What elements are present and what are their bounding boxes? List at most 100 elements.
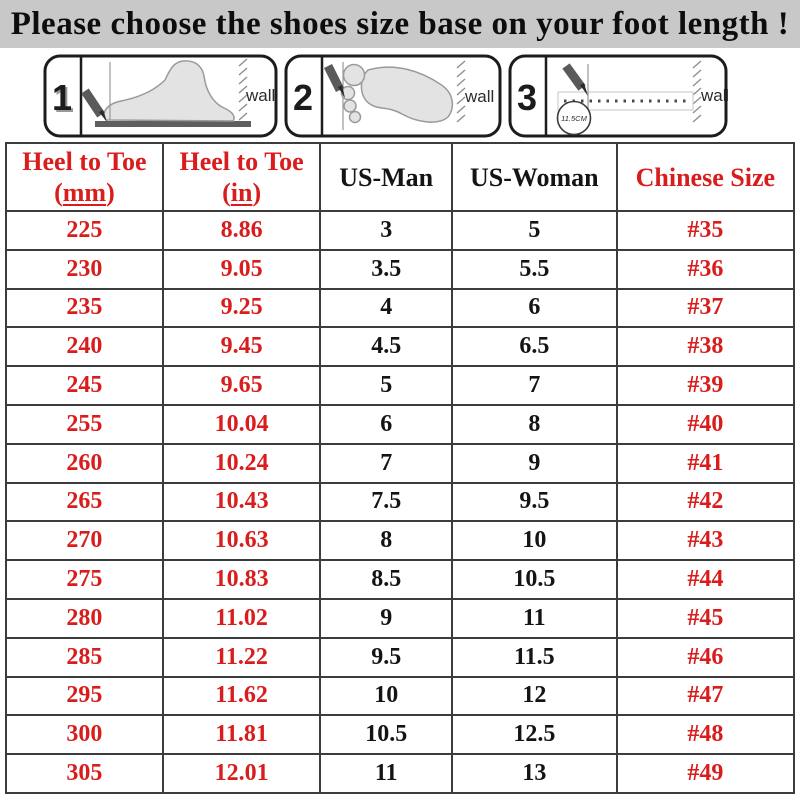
table-cell: 6.5 bbox=[450, 326, 618, 368]
table-cell: 9 bbox=[450, 442, 618, 484]
table-cell: #47 bbox=[615, 675, 796, 717]
table-cell: #38 bbox=[615, 326, 796, 368]
measuring-line-icon bbox=[557, 91, 694, 111]
table-cell: 9.05 bbox=[161, 248, 322, 290]
table-row: 265 10.43 7.5 9.5 #42 bbox=[5, 481, 796, 523]
table-row: 255 10.04 6 8 #40 bbox=[5, 403, 796, 445]
table-cell: #39 bbox=[615, 365, 796, 406]
measure-step-1-panel: 1 wall bbox=[43, 54, 278, 138]
table-cell: 9.5 bbox=[450, 481, 618, 523]
table-cell: 245 bbox=[5, 365, 164, 406]
table-cell: 7 bbox=[450, 365, 618, 406]
column-header-heel-toe-in: Heel to Toe (in) bbox=[161, 142, 322, 212]
header-line2-close: ) bbox=[252, 178, 262, 207]
table-cell: 3 bbox=[319, 210, 453, 251]
wall-label: wall bbox=[700, 86, 728, 105]
measurement-circle: 11.5CM bbox=[556, 100, 592, 136]
table-cell: 9.45 bbox=[161, 326, 322, 368]
table-row: 275 10.83 8.5 10.5 #44 bbox=[5, 559, 796, 600]
table-cell: 10.43 bbox=[161, 481, 322, 523]
step-number: 1 bbox=[52, 77, 72, 118]
table-cell: #37 bbox=[615, 287, 796, 329]
table-cell: 305 bbox=[5, 753, 164, 794]
table-row: 235 9.25 4 6 #37 bbox=[5, 287, 796, 329]
header-line2-close: ) bbox=[106, 178, 115, 207]
column-header-us-woman: US-Woman bbox=[450, 142, 618, 212]
table-cell: 8 bbox=[319, 520, 453, 562]
table-cell: 9 bbox=[319, 597, 453, 639]
measure-step-3-panel: 3 11.5CM wall bbox=[508, 54, 728, 138]
table-cell: 225 bbox=[5, 210, 164, 251]
table-cell: 7.5 bbox=[319, 481, 453, 523]
table-cell: 10.24 bbox=[161, 442, 322, 484]
table-cell: #43 bbox=[615, 520, 796, 562]
header-line1: Heel to Toe bbox=[179, 147, 304, 176]
table-cell: 6 bbox=[450, 287, 618, 329]
wall-hatch-icon bbox=[238, 58, 248, 121]
table-row: 230 9.05 3.5 5.5 #36 bbox=[5, 248, 796, 290]
table-cell: 12 bbox=[450, 675, 618, 717]
table-cell: 8.5 bbox=[319, 559, 453, 600]
table-row: 240 9.45 4.5 6.5 #38 bbox=[5, 326, 796, 368]
table-row: 295 11.62 10 12 #47 bbox=[5, 675, 796, 717]
table-cell: 4.5 bbox=[319, 326, 453, 368]
header-unit: mm bbox=[62, 178, 107, 207]
step-number: 3 bbox=[517, 77, 537, 118]
column-header-heel-toe-mm: Heel to Toe (mm) bbox=[5, 142, 164, 212]
table-cell: #48 bbox=[615, 714, 796, 756]
table-cell: 230 bbox=[5, 248, 164, 290]
table-cell: 12.5 bbox=[450, 714, 618, 756]
measure-instructions: 1 wall 2 bbox=[43, 54, 734, 138]
foot-side-icon bbox=[103, 60, 235, 122]
table-cell: 240 bbox=[5, 326, 164, 368]
table-row: 260 10.24 7 9 #41 bbox=[5, 442, 796, 484]
table-cell: 10.63 bbox=[161, 520, 322, 562]
table-cell: 11.22 bbox=[161, 636, 322, 678]
table-cell: 11.02 bbox=[161, 597, 322, 639]
pencil-icon bbox=[81, 88, 107, 122]
wall-label: wall bbox=[464, 87, 494, 106]
wall-hatch-icon bbox=[456, 60, 466, 123]
table-cell: 7 bbox=[319, 442, 453, 484]
wall-hatch-icon bbox=[692, 60, 702, 123]
table-row: 245 9.65 5 7 #39 bbox=[5, 365, 796, 406]
table-cell: 235 bbox=[5, 287, 164, 329]
table-cell: #35 bbox=[615, 210, 796, 251]
table-cell: 270 bbox=[5, 520, 164, 562]
header-unit: in bbox=[230, 178, 253, 207]
header-line2: ( bbox=[54, 178, 63, 207]
table-cell: #41 bbox=[615, 442, 796, 484]
table-cell: 4 bbox=[319, 287, 453, 329]
table-cell: 9.65 bbox=[161, 365, 322, 406]
step-number: 2 bbox=[293, 77, 313, 118]
table-cell: 260 bbox=[5, 442, 164, 484]
page-title: Please choose the shoes size base on you… bbox=[10, 5, 790, 42]
table-cell: 255 bbox=[5, 403, 164, 445]
table-cell: 9.25 bbox=[161, 287, 322, 329]
footprint-icon bbox=[340, 63, 454, 124]
table-cell: #36 bbox=[615, 248, 796, 290]
size-table: Heel to Toe (mm) Heel to Toe (in) US-Man… bbox=[5, 142, 796, 794]
pencil-icon bbox=[323, 63, 345, 98]
table-cell: 11.5 bbox=[450, 636, 618, 678]
table-cell: 295 bbox=[5, 675, 164, 717]
table-row: 300 11.81 10.5 12.5 #48 bbox=[5, 714, 796, 756]
table-cell: 11 bbox=[450, 597, 618, 639]
title-bar: Please choose the shoes size base on you… bbox=[0, 0, 800, 48]
measurement-value: 11.5CM bbox=[561, 114, 587, 123]
table-cell: 9.5 bbox=[319, 636, 453, 678]
table-cell: 8 bbox=[450, 403, 618, 445]
table-cell: #45 bbox=[615, 597, 796, 639]
table-cell: 10.5 bbox=[319, 714, 453, 756]
size-table-body: 225 8.86 3 5 #35 230 9.05 3.5 5.5 #36 235 9.25 4 6 #37… bbox=[5, 210, 796, 794]
table-cell: 5 bbox=[450, 210, 618, 251]
table-row: 285 11.22 9.5 11.5 #46 bbox=[5, 636, 796, 678]
wall-label: wall bbox=[245, 86, 275, 105]
table-cell: 8.86 bbox=[161, 210, 322, 251]
table-cell: 5 bbox=[319, 365, 453, 406]
floor-line bbox=[95, 121, 251, 127]
table-cell: #44 bbox=[615, 559, 796, 600]
table-row: 305 12.01 11 13 #49 bbox=[5, 753, 796, 794]
table-cell: 10 bbox=[450, 520, 618, 562]
table-header-row: Heel to Toe (mm) Heel to Toe (in) US-Man… bbox=[5, 142, 796, 212]
